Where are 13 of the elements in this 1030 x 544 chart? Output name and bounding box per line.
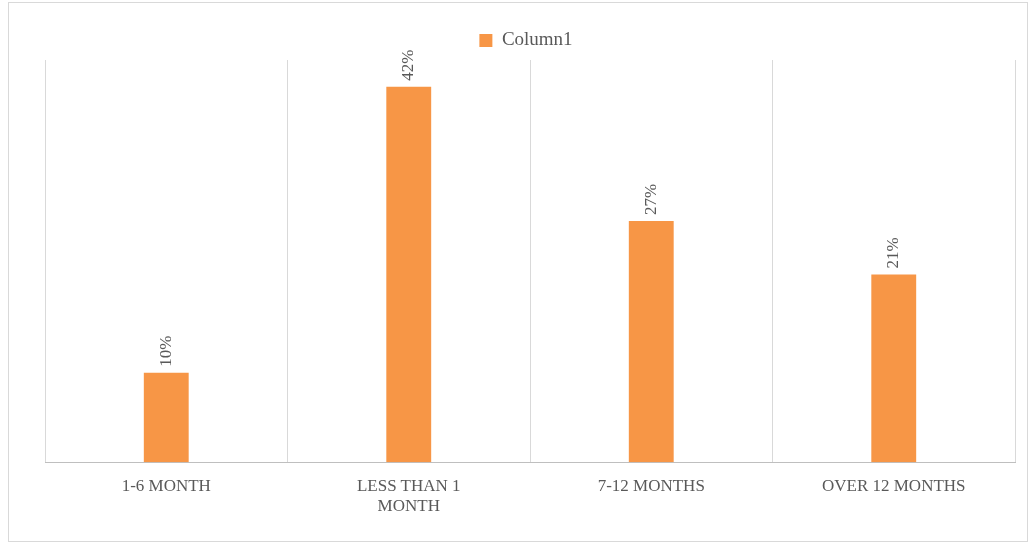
legend-label: Column1: [501, 28, 573, 50]
bar: [143, 372, 189, 463]
x-tick-label: 7-12 MONTHS: [597, 475, 705, 495]
x-tick-label: LESS THAN 1 MONTH: [356, 475, 461, 516]
bar: [386, 86, 432, 463]
x-tick-label: OVER 12 MONTHS: [821, 475, 966, 495]
data-label: 42%: [398, 49, 418, 81]
data-label: 21%: [883, 237, 903, 269]
data-label: 27%: [640, 183, 660, 215]
data-label: 10%: [155, 335, 175, 367]
bar: [871, 274, 917, 463]
bar: [628, 220, 674, 463]
x-tick-label: 1-6 MONTH: [121, 475, 211, 495]
